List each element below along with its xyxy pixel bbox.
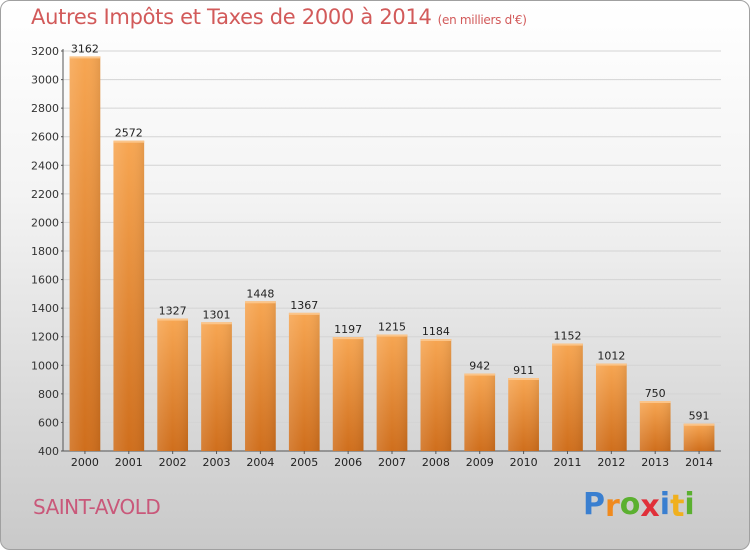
logo-letter: t	[670, 489, 685, 524]
logo-letter: r	[605, 489, 620, 524]
bar-shine	[376, 334, 408, 451]
x-tick-label: 2008	[422, 456, 450, 469]
y-tick-label: 1600	[31, 274, 59, 287]
chart-title-text: Autres Impôts et Taxes de 2000 à 2014	[31, 5, 432, 29]
y-tick-label: 3200	[31, 45, 59, 58]
value-label: 1448	[246, 287, 274, 300]
bar-shine	[639, 401, 671, 451]
value-label: 591	[689, 410, 710, 423]
y-tick-label: 2000	[31, 216, 59, 229]
x-tick-label: 2011	[553, 456, 581, 469]
bar-shine	[508, 378, 539, 451]
x-tick-label: 2013	[641, 456, 669, 469]
bar-top-edge	[69, 56, 101, 59]
x-tick-label: 2005	[290, 456, 318, 469]
x-tick-label: 2006	[334, 456, 362, 469]
bar-top-edge	[113, 140, 145, 143]
y-tick-label: 800	[38, 388, 59, 401]
bar-shine	[332, 337, 364, 451]
y-tick-label: 2400	[31, 159, 59, 172]
chart-unit: (en milliers d'€)	[437, 13, 527, 27]
x-tick-label: 2001	[115, 456, 143, 469]
bar-shine	[245, 301, 276, 451]
value-label: 2572	[115, 127, 143, 140]
y-tick-label: 1200	[31, 331, 59, 344]
y-tick-label: 1400	[31, 302, 59, 315]
bar-top-edge	[245, 301, 276, 304]
bar-top-edge	[420, 339, 452, 341]
x-tick-label: 2014	[685, 456, 713, 469]
value-label: 1184	[422, 325, 450, 338]
y-tick-label: 1800	[31, 245, 59, 258]
bar-shine	[69, 56, 101, 452]
proxiti-logo: Proxiti	[583, 487, 695, 524]
value-label: 1215	[378, 321, 406, 334]
value-label: 1327	[159, 305, 187, 318]
y-tick-label: 2200	[31, 188, 59, 201]
value-label: 1197	[334, 323, 362, 336]
chart-title: Autres Impôts et Taxes de 2000 à 2014 (en…	[31, 5, 527, 29]
y-tick-label: 1000	[31, 359, 59, 372]
value-label: 942	[469, 360, 490, 373]
y-tick-label: 2600	[31, 131, 59, 144]
value-labels: 3162 2572 1327 1301 1448 1367 1197 1215 1184 942 9…	[71, 42, 710, 422]
bar-top-edge	[157, 318, 189, 321]
x-tick-label: 2010	[510, 456, 538, 469]
bar-top-edge	[595, 363, 627, 366]
bar-shine	[157, 318, 189, 451]
x-tick-label: 2004	[246, 456, 274, 469]
value-label: 1367	[290, 299, 318, 312]
x-tick-label: 2012	[597, 456, 625, 469]
bar-top-edge	[376, 334, 408, 337]
logo-letter: i	[659, 487, 671, 522]
bar-shine	[552, 343, 583, 451]
y-tick-label: 400	[38, 445, 59, 458]
axes: 400 600 800 1000 1200 1400 1600 1800 2000 2200 240…	[31, 45, 721, 469]
value-label: 750	[645, 387, 666, 400]
bar-shine	[113, 140, 145, 451]
bar-top-edge	[332, 337, 364, 340]
bars	[69, 56, 715, 452]
x-tick-label: 2009	[466, 456, 494, 469]
logo-letter: o	[619, 487, 641, 522]
bar-shine	[464, 373, 496, 451]
y-tick-label: 2800	[31, 102, 59, 115]
bar-top-edge	[552, 343, 583, 346]
bar-top-edge	[639, 401, 671, 403]
bar-shine	[683, 423, 715, 451]
bar-top-edge	[464, 373, 496, 376]
bar-shine	[420, 339, 452, 451]
value-label: 1301	[203, 308, 231, 321]
bar-top-edge	[508, 378, 539, 380]
x-tick-label: 2007	[378, 456, 406, 469]
value-label: 911	[513, 364, 534, 377]
x-tick-label: 2002	[159, 456, 187, 469]
logo-letter: x	[640, 489, 660, 524]
bar-top-edge	[683, 423, 715, 426]
value-label: 3162	[71, 42, 99, 55]
x-tick-label: 2000	[71, 456, 99, 469]
y-tick-label: 600	[38, 416, 59, 429]
value-label: 1152	[553, 330, 581, 343]
city-name: SAINT-AVOLD	[33, 495, 161, 519]
y-tick-label: 3000	[31, 74, 59, 87]
logo-letter: i	[684, 487, 695, 522]
bar-top-edge	[201, 322, 232, 325]
bar-shine	[201, 322, 232, 451]
value-label: 1012	[597, 350, 625, 363]
bar-top-edge	[288, 312, 320, 315]
x-tick-label: 2003	[203, 456, 231, 469]
bar-shine	[288, 312, 320, 451]
bar-shine	[595, 363, 627, 451]
logo-letter: P	[583, 487, 605, 522]
